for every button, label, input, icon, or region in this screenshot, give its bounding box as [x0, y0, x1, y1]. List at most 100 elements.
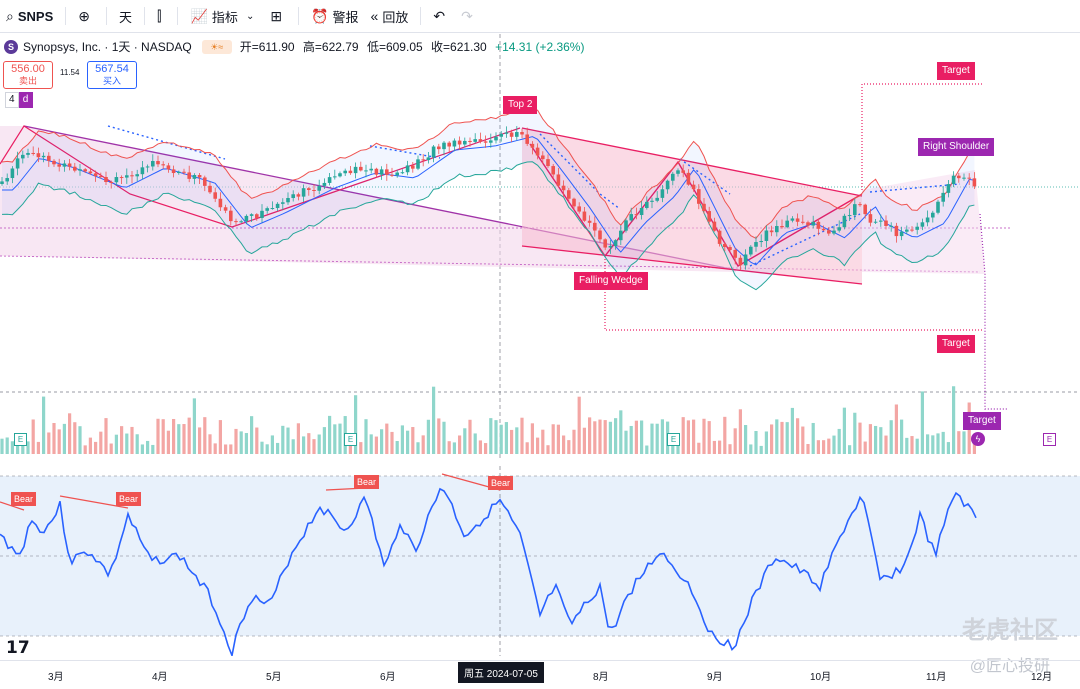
volume-bar — [520, 417, 524, 454]
volume-bar — [770, 424, 774, 454]
volume-bar — [68, 413, 72, 454]
candle-body — [447, 142, 451, 147]
volume-bar — [588, 417, 592, 454]
candle-body — [171, 169, 176, 174]
candle-body — [728, 247, 732, 250]
candle-body — [249, 214, 254, 216]
target-label-upper[interactable]: Target — [937, 62, 975, 80]
volume-bar — [952, 386, 956, 454]
bear-label[interactable]: Bear — [354, 475, 380, 489]
redo-button[interactable]: ↷ — [455, 0, 483, 32]
volume-bar — [94, 441, 98, 454]
volume-bar — [733, 428, 737, 454]
candle-body — [629, 214, 633, 221]
top2-label[interactable]: Top 2 — [503, 96, 538, 114]
candle-body — [535, 147, 540, 156]
volume-bar — [400, 425, 404, 454]
candle-body — [816, 221, 821, 229]
volume-bar — [151, 444, 155, 454]
lightning-icon[interactable]: ϟ — [971, 432, 985, 446]
target-label-lower[interactable]: Target — [937, 335, 975, 353]
time-axis[interactable]: 3月 4月 5月 6月 8月 9月 10月 11月 12月 — [0, 660, 1080, 689]
volume-bar — [5, 437, 9, 454]
volume-bar — [416, 442, 420, 454]
sar-dots-2 — [369, 145, 441, 159]
volume-bar — [26, 441, 30, 454]
earnings-badge[interactable]: E — [1043, 433, 1056, 446]
candle-body — [405, 165, 410, 173]
candle-body — [234, 221, 238, 223]
volume-bar — [915, 438, 919, 454]
candle-body — [114, 177, 119, 183]
candle-body — [78, 169, 82, 171]
candle-body — [369, 168, 373, 171]
candle-body — [348, 170, 353, 174]
symbol-legend: S Synopsys, Inc. · 1天 · NASDAQ ☀≈ 开=611.… — [4, 38, 589, 55]
sell-label: 卖出 — [18, 76, 37, 86]
undo-button[interactable]: ↶ — [427, 0, 455, 32]
right-shoulder-label[interactable]: Right Shoulder — [918, 138, 995, 156]
candle-body — [962, 177, 966, 179]
candle-body — [67, 163, 72, 167]
indicators-button[interactable]: 📈 指标 ⌄ — [184, 0, 264, 32]
replay-button[interactable]: « 回放 — [365, 0, 415, 32]
bear-label[interactable]: Bear — [488, 476, 514, 490]
bear-label[interactable]: Bear — [11, 492, 37, 506]
interval-button[interactable]: 天 — [113, 0, 138, 32]
candle-body — [322, 182, 327, 186]
volume-bar — [281, 425, 285, 454]
volume-bar — [307, 433, 311, 454]
compare-button[interactable]: ⊕ — [72, 0, 100, 32]
candle-body — [156, 161, 160, 165]
candle-body — [296, 194, 301, 197]
volume-bar — [811, 422, 815, 454]
symbol-search[interactable]: ⌕ SNPS — [0, 0, 59, 32]
earnings-badge[interactable]: E — [344, 433, 357, 446]
rsi-chart[interactable] — [0, 466, 1080, 656]
bear-label[interactable]: Bear — [116, 492, 142, 506]
volume-bar — [458, 435, 462, 454]
volume-bar — [879, 427, 883, 454]
tradingview-logo[interactable]: 17 — [6, 638, 30, 658]
falling-wedge-label[interactable]: Falling Wedge — [574, 272, 648, 290]
low-value: 低=609.05 — [366, 40, 423, 54]
chart-type-button[interactable]: ⫿ — [151, 0, 171, 32]
volume-bar — [452, 442, 456, 454]
volume-bar — [900, 419, 904, 454]
candle-body — [561, 185, 566, 191]
earnings-badge[interactable]: E — [14, 433, 27, 446]
redo-icon: ↷ — [461, 7, 473, 24]
candle-body — [442, 142, 446, 150]
alert-button[interactable]: ⏰ 警报 — [305, 0, 364, 32]
volume-bar — [36, 441, 40, 454]
candle-body — [99, 176, 103, 178]
volume-bar — [863, 441, 867, 454]
price-chart[interactable] — [0, 34, 1080, 460]
candle-body — [457, 140, 462, 145]
volume-bar — [614, 418, 618, 454]
candle-body — [951, 175, 956, 185]
sell-button[interactable]: 556.00 卖出 — [3, 61, 53, 89]
candle-body — [73, 166, 77, 171]
candles — [0, 126, 977, 271]
candle-body — [239, 221, 243, 223]
signals-toggle[interactable]: 4 d — [5, 92, 33, 108]
candle-body — [806, 222, 810, 226]
candle-body — [717, 230, 722, 244]
layouts-button[interactable]: ⊞ — [264, 0, 292, 32]
market-hours-icon[interactable]: ☀≈ — [201, 39, 232, 54]
earnings-badge[interactable]: E — [667, 433, 680, 446]
candle-body — [598, 230, 602, 240]
candle-body — [265, 208, 269, 211]
band-lower — [1, 161, 975, 291]
buy-button[interactable]: 567.54 买入 — [87, 61, 137, 89]
month-label: 6月 — [380, 672, 396, 683]
high-value: 高=622.79 — [302, 40, 359, 54]
candle-body — [780, 226, 784, 228]
sar-dots-6 — [869, 183, 961, 193]
candle-body — [281, 202, 285, 204]
target-label-right[interactable]: Target — [963, 412, 1001, 430]
candle-body — [858, 204, 862, 206]
divider — [144, 7, 145, 25]
volume-bar — [655, 423, 659, 454]
